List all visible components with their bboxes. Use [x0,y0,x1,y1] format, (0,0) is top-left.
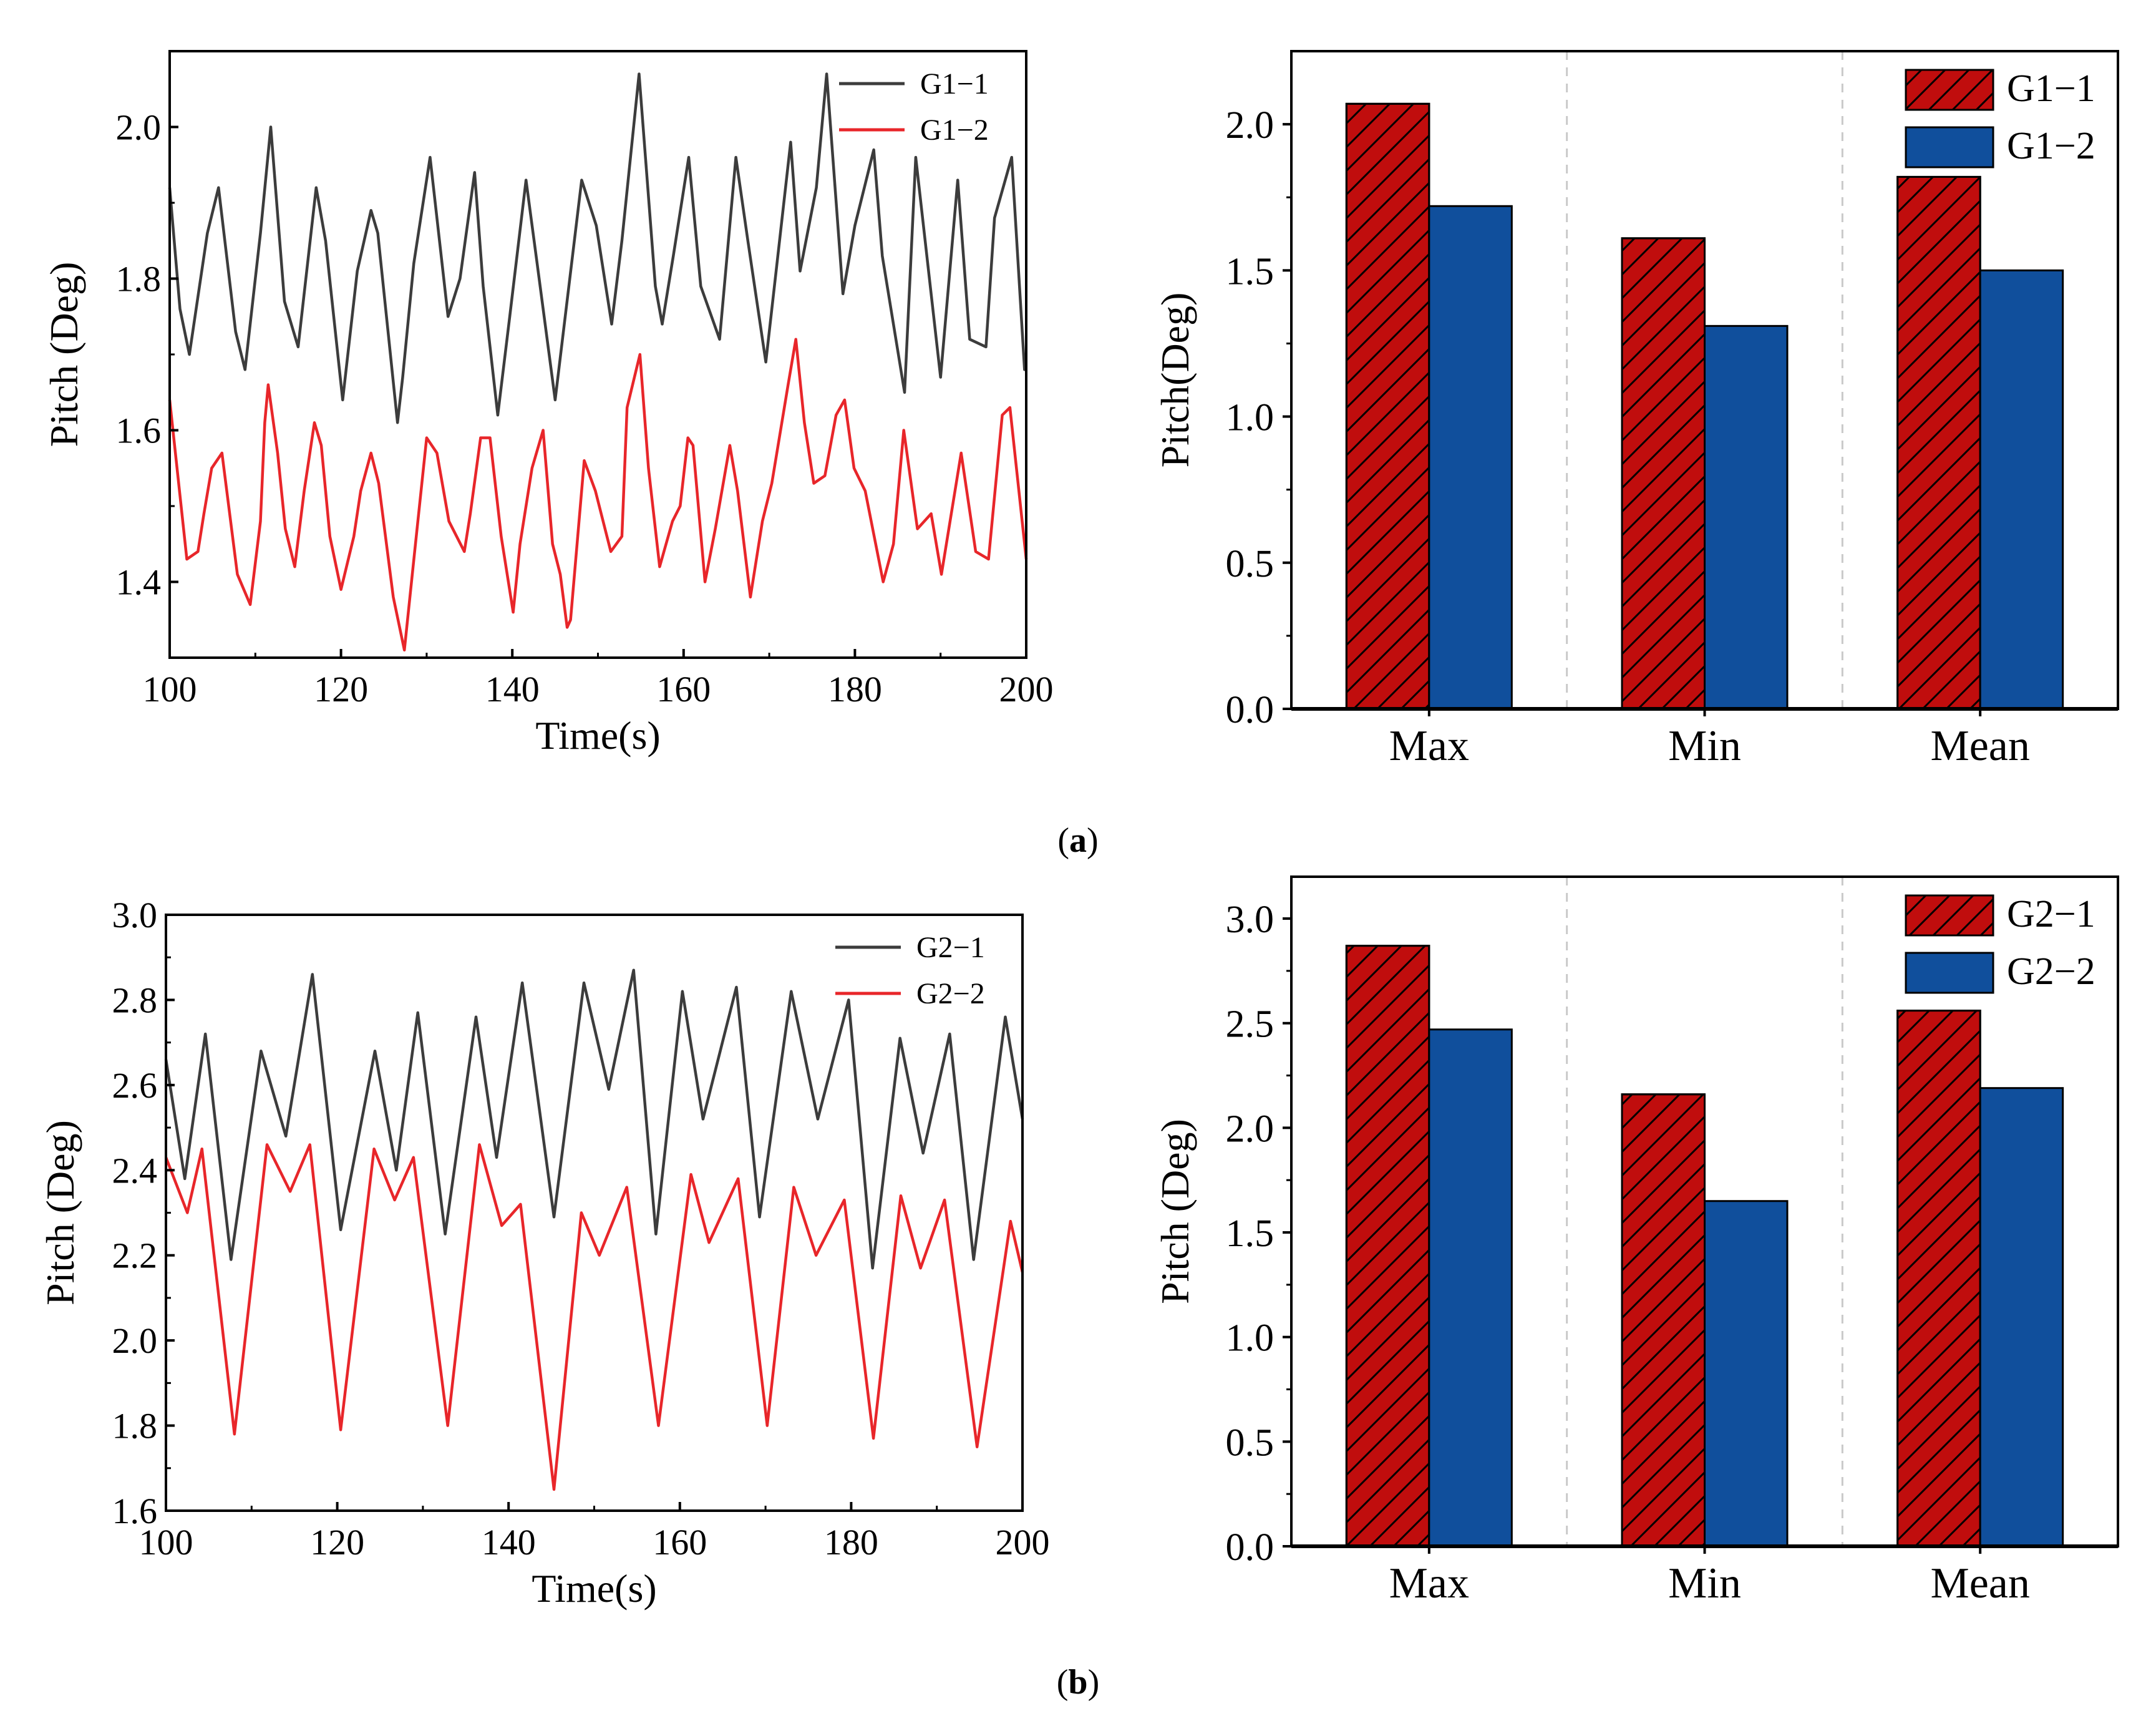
y-tick-label: 2.0 [116,107,162,148]
y-tick-label: 1.5 [1226,1212,1275,1255]
legend-label: G2−2 [916,977,985,1010]
y-tick-label: 3.0 [1226,899,1275,941]
bar-hatch [1896,1010,1981,1548]
x-tick-label: 160 [656,669,711,709]
x-tick-label: 200 [999,669,1054,709]
y-tick-label: 2.0 [112,1320,158,1361]
x-tick-label: 120 [310,1522,364,1563]
category-label: Min [1668,722,1741,770]
x-tick-label: 180 [828,669,882,709]
x-tick-label: 200 [996,1522,1050,1563]
panel-label-a: (a) [1057,821,1098,860]
legend-label: G2−1 [2007,893,2095,935]
bar-g1-2-min [1704,324,1789,710]
series-line-g2-1 [164,968,1024,1270]
y-tick-label: 0.5 [1226,1421,1275,1464]
y-tick-label: 2.8 [112,980,158,1020]
y-tick-label: 3.0 [112,895,158,935]
y-axis-label: Pitch(Deg) [1153,293,1197,468]
x-tick-label: 160 [653,1522,707,1563]
x-tick-label: 140 [485,669,540,709]
legend-swatch-hatch [1905,69,1994,111]
chart-a-left: 100 120 140 160 180 200 1.4 1.6 1.8 2.0 Time(s) Pit… [42,50,1054,758]
y-tick-label: 1.8 [112,1406,158,1446]
bar-hatch [1896,175,1981,710]
x-tick-label: 140 [482,1522,536,1563]
category-label: Mean [1930,1559,2029,1607]
legend-label: G2−2 [2007,950,2095,993]
y-tick-label: 2.2 [112,1236,158,1276]
bar-g1-2-max [1428,205,1513,710]
legend-swatch [1905,952,1994,994]
chart-b-left: 100 120 140 160 180 200 1.6 1.8 2.0 2.2 2.4 2.6 2.8 3… [38,895,1050,1611]
y-tick-label: 2.5 [1226,1003,1275,1046]
series-line-g1-2 [168,338,1028,652]
x-tick-label: 180 [824,1522,878,1563]
y-tick-label: 2.0 [1226,1108,1275,1150]
y-tick-label: 0.0 [1226,689,1275,731]
legend-label: G1−1 [2007,67,2095,110]
y-tick-label: 2.4 [112,1150,158,1191]
y-tick-label: 1.8 [116,259,162,300]
x-axis-label: Time(s) [532,1566,656,1611]
y-tick-label: 0.5 [1226,543,1275,585]
bar-g2-2-min [1704,1200,1789,1548]
bar-g2-2-max [1428,1028,1513,1548]
bar-hatch [1345,102,1430,710]
legend-label: G1−2 [2007,125,2095,167]
legend-swatch [1905,126,1994,168]
bar-hatch [1345,945,1430,1548]
x-tick-label: 100 [139,1522,193,1563]
bar-g2-2-mean [1979,1087,2064,1548]
y-tick-label: 1.5 [1226,250,1275,293]
series-line-g2-2 [164,1143,1024,1491]
legend-label: G2−1 [916,931,985,964]
y-tick-label: 1.0 [1226,397,1275,439]
category-label: Max [1389,722,1469,770]
category-label: Max [1389,1559,1469,1607]
x-tick-label: 120 [314,669,368,709]
series-line-g1-1 [168,72,1026,424]
plot-frame [165,914,1024,1512]
category-label: Mean [1930,722,2029,770]
bar-hatch [1621,1093,1706,1548]
chart-b-right: Max Min Mean 0.0 0.5 1.0 1.5 2.0 2.5 3.0 Pitch (De… [1153,875,2119,1607]
y-axis-label: Pitch (Deg) [42,262,86,447]
bar-hatch [1621,237,1706,710]
x-axis-label: Time(s) [535,713,660,758]
y-axis-label: Pitch (Deg) [1153,1119,1197,1304]
y-tick-label: 1.4 [116,562,162,603]
y-tick-label: 0.0 [1226,1526,1275,1569]
chart-a-right: Max Min Mean 0.0 0.5 1.0 1.5 2.0 Pitch(Deg) G1−1 G… [1153,50,2119,770]
panel-label-b: (b) [1057,1663,1099,1702]
x-tick-label: 100 [143,669,197,709]
legend-swatch-hatch [1905,894,1994,937]
y-tick-label: 1.6 [116,411,162,451]
legend-label: G1−2 [920,114,989,147]
category-label: Min [1668,1559,1741,1607]
bar-g1-2-mean [1979,269,2064,710]
y-tick-label: 2.6 [112,1065,158,1106]
y-tick-label: 2.0 [1226,104,1275,147]
y-axis-label: Pitch (Deg) [38,1120,82,1305]
legend-label: G1−1 [920,67,989,100]
y-tick-label: 1.0 [1226,1317,1275,1360]
y-tick-label: 1.6 [112,1491,158,1531]
